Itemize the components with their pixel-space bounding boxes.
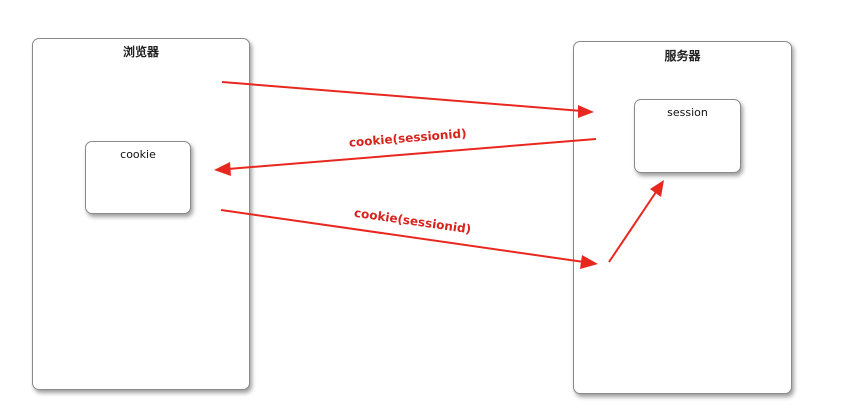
response-arrow-label: cookie(sessionid): [348, 126, 467, 149]
server-title: 服务器: [664, 49, 701, 63]
cookie-request-arrow: cookie(sessionid): [220, 206, 598, 269]
server-box: 服务器: [573, 41, 792, 394]
response-arrow: cookie(sessionid): [214, 126, 597, 176]
session-box: session: [634, 99, 741, 173]
response-arrow-line: [227, 138, 597, 170]
cookie-label: cookie: [120, 148, 156, 161]
cookie-box: cookie: [85, 141, 191, 214]
session-label: session: [667, 106, 708, 119]
request-arrow-line: [221, 81, 583, 112]
cookie-request-arrow-line: [220, 209, 585, 263]
request-arrow: [221, 81, 594, 118]
cookie-request-arrow-label: cookie(sessionid): [353, 206, 472, 237]
browser-title: 浏览器: [122, 45, 159, 59]
browser-box: 浏览器: [32, 38, 250, 390]
